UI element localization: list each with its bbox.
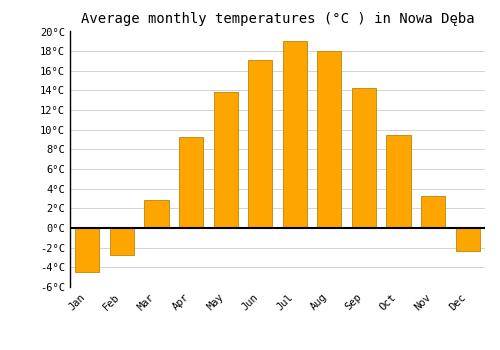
Bar xyxy=(421,196,445,228)
Bar xyxy=(179,136,203,228)
Bar xyxy=(248,60,272,228)
Bar xyxy=(110,228,134,254)
Bar xyxy=(144,199,169,228)
Title: Average monthly temperatures (°C ) in Nowa Dęba: Average monthly temperatures (°C ) in No… xyxy=(80,12,474,26)
Bar xyxy=(386,135,410,228)
Bar xyxy=(75,228,100,272)
Bar xyxy=(214,92,238,228)
Bar xyxy=(456,228,480,251)
Bar xyxy=(282,41,307,228)
Bar xyxy=(318,51,342,228)
Bar xyxy=(352,89,376,228)
